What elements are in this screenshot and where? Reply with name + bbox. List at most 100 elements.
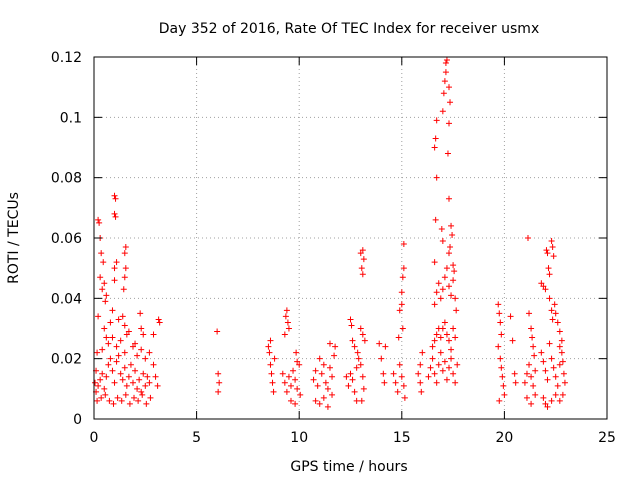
data-point: [433, 117, 440, 124]
data-point: [359, 247, 366, 254]
data-point: [528, 400, 535, 407]
data-point: [443, 265, 450, 272]
data-point: [552, 391, 559, 398]
data-point: [117, 337, 124, 344]
data-point: [439, 238, 446, 245]
data-point: [354, 349, 361, 356]
data-point: [132, 340, 139, 347]
data-point: [357, 250, 364, 257]
data-point: [548, 238, 555, 245]
data-point: [294, 358, 301, 365]
data-point: [99, 286, 106, 293]
data-point: [507, 313, 514, 320]
data-point: [345, 382, 352, 389]
x-tick-label: 5: [192, 430, 201, 446]
data-point: [552, 373, 559, 380]
data-point: [113, 358, 120, 365]
data-point: [123, 382, 130, 389]
data-point: [532, 367, 539, 374]
data-point: [543, 247, 550, 254]
data-point: [427, 364, 434, 371]
data-point: [499, 373, 506, 380]
data-point: [100, 259, 107, 266]
data-point: [448, 346, 455, 353]
data-point: [401, 394, 408, 401]
data-point: [127, 361, 134, 368]
data-point: [139, 391, 146, 398]
data-point: [123, 331, 130, 338]
data-point: [111, 265, 118, 272]
data-point: [215, 388, 222, 395]
data-point: [439, 325, 446, 332]
data-point: [314, 382, 321, 389]
data-point: [111, 379, 118, 386]
data-point: [114, 394, 121, 401]
data-point: [437, 334, 444, 341]
data-point: [136, 376, 143, 383]
data-point: [559, 358, 566, 365]
data-point: [550, 364, 557, 371]
data-point: [152, 373, 159, 380]
data-point: [283, 307, 290, 314]
data-point: [112, 195, 119, 202]
data-point: [283, 388, 290, 395]
y-tick-label: 0.12: [51, 50, 82, 66]
data-point: [353, 364, 360, 371]
data-point: [445, 195, 452, 202]
data-point: [554, 319, 561, 326]
data-point: [501, 391, 508, 398]
data-point: [101, 325, 108, 332]
data-point: [399, 325, 406, 332]
data-point: [150, 331, 157, 338]
data-point: [500, 382, 507, 389]
data-point: [329, 373, 336, 380]
data-point: [111, 192, 118, 199]
data-point: [109, 334, 116, 341]
data-point: [443, 331, 450, 338]
data-point: [381, 379, 388, 386]
data-point: [429, 355, 436, 362]
data-point: [360, 385, 367, 392]
data-point: [106, 397, 113, 404]
data-point: [450, 277, 457, 284]
data-point: [282, 313, 289, 320]
data-point: [359, 331, 366, 338]
data-point: [437, 349, 444, 356]
data-point: [129, 343, 136, 350]
data-point: [396, 361, 403, 368]
data-point: [417, 379, 424, 386]
data-point: [359, 373, 366, 380]
data-point: [450, 325, 457, 332]
data-point: [101, 280, 108, 287]
data-point: [441, 319, 448, 326]
data-point: [267, 361, 274, 368]
data-point: [267, 337, 274, 344]
data-point: [548, 307, 555, 314]
y-tick-labels: 0 0.02 0.04 0.06 0.08 0.1 0.12: [51, 50, 82, 428]
data-point: [448, 355, 455, 362]
data-point: [112, 213, 119, 220]
x-tick-labels: 0 5 10 15 20 25: [90, 430, 616, 446]
data-point: [540, 394, 547, 401]
data-point: [453, 307, 460, 314]
data-point: [554, 382, 561, 389]
data-point: [431, 144, 438, 151]
data-point: [103, 292, 110, 299]
data-point: [495, 301, 502, 308]
data-point: [425, 373, 432, 380]
data-point: [450, 262, 457, 269]
data-point: [316, 400, 323, 407]
y-tick-label: 0.02: [51, 352, 82, 368]
data-point: [285, 373, 292, 380]
data-point: [398, 301, 405, 308]
data-point: [105, 340, 112, 347]
data-point: [358, 265, 365, 272]
data-point: [498, 364, 505, 371]
data-point: [97, 376, 104, 383]
data-point: [433, 289, 440, 296]
data-point: [103, 334, 110, 341]
data-point: [349, 337, 356, 344]
data-point: [215, 370, 222, 377]
data-point: [134, 352, 141, 359]
data-point: [351, 343, 358, 350]
